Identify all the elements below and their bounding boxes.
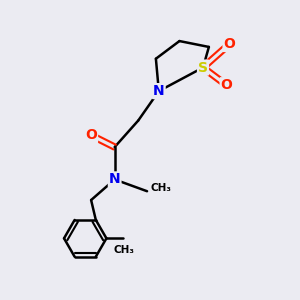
Text: O: O <box>85 128 97 142</box>
Text: O: O <box>224 37 236 51</box>
Text: S: S <box>198 61 208 75</box>
Text: N: N <box>109 172 121 186</box>
Text: CH₃: CH₃ <box>151 183 172 193</box>
Text: O: O <box>220 78 232 92</box>
Text: N: N <box>153 84 165 98</box>
Text: CH₃: CH₃ <box>114 245 135 255</box>
